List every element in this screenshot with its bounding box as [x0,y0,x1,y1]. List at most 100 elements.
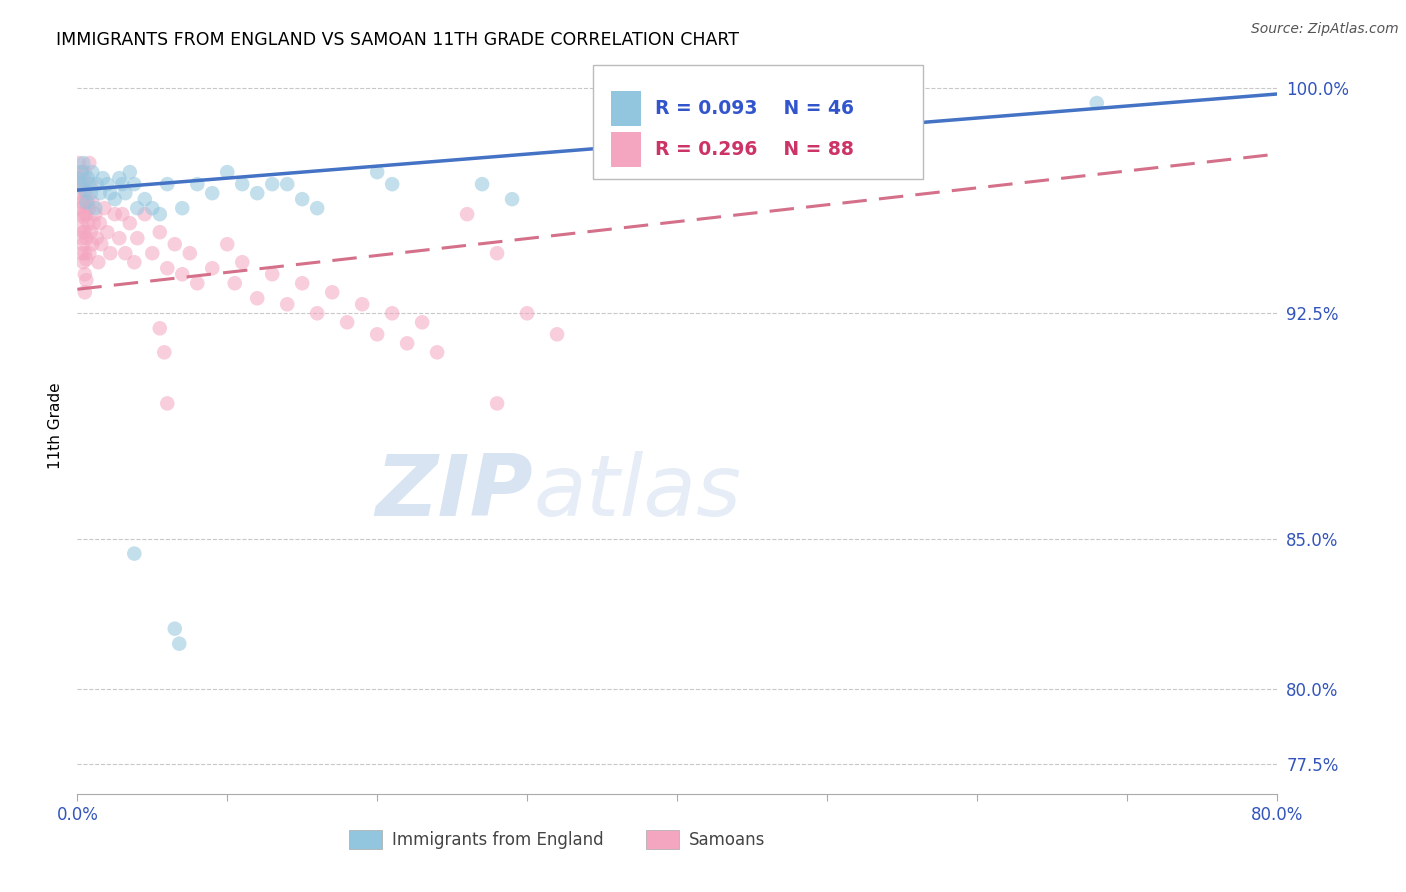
Point [246,291,269,305]
Point [172,201,194,215]
Point [75,186,97,201]
Point [169,637,191,651]
Point [456,207,478,221]
Point [118,165,141,179]
Point [82,237,104,252]
Point [321,285,343,300]
Point [73,183,96,197]
Point [83,216,105,230]
Point [396,336,419,351]
Point [84,207,107,221]
Point [96,177,118,191]
Point [73,225,96,239]
Point [69,186,91,201]
Point [67,171,90,186]
Point [141,246,163,260]
Text: ZIP: ZIP [375,450,533,533]
Point [108,171,131,186]
Point [381,306,404,320]
Point [381,177,404,191]
Point [72,225,94,239]
Point [87,255,110,269]
Point [80,225,103,239]
Point [134,192,156,206]
Point [82,195,104,210]
Point [79,201,101,215]
Point [179,246,201,260]
Point [108,231,131,245]
Point [307,306,329,320]
Point [124,255,146,269]
Y-axis label: 11th Grade: 11th Grade [48,383,63,469]
Point [141,201,163,215]
Point [73,285,96,300]
Point [79,156,101,170]
Point [546,327,568,342]
Point [486,246,509,260]
Point [67,156,90,170]
Point [72,156,94,170]
Point [76,216,98,230]
Point [217,165,239,179]
Point [80,177,103,191]
Point [91,171,114,186]
Point [70,246,93,260]
Bar [612,131,641,167]
Point [104,192,127,206]
Point [411,315,433,329]
Point [70,207,93,221]
Point [149,207,172,221]
Point [80,186,103,201]
Point [217,237,239,252]
Point [82,165,104,179]
Point [156,177,179,191]
Point [93,201,115,215]
Point [127,231,149,245]
Point [124,547,146,561]
Point [70,177,93,191]
Point [246,186,269,201]
Point [186,177,208,191]
Point [73,207,96,221]
Point [291,192,314,206]
Point [73,165,96,179]
Point [70,219,93,234]
Point [70,231,93,245]
Point [73,186,96,201]
Point [276,177,298,191]
Point [69,177,91,191]
Point [75,195,97,210]
Point [291,277,314,291]
Point [336,315,359,329]
Point [262,267,284,281]
Point [70,165,93,179]
Point [98,186,121,201]
Point [79,246,101,260]
Point [89,186,111,201]
Point [70,195,93,210]
Point [471,177,494,191]
Point [134,207,156,221]
Point [426,345,449,359]
Point [79,177,101,191]
Point [89,216,111,230]
Point [73,267,96,281]
Point [124,177,146,191]
Point [111,207,134,221]
Point [72,177,94,191]
Point [73,246,96,260]
Point [69,201,91,215]
Point [163,237,186,252]
Point [72,210,94,224]
Point [149,225,172,239]
Point [262,177,284,191]
Point [76,195,98,210]
Point [75,252,97,267]
Point [486,396,509,410]
Point [90,237,112,252]
Text: R = 0.296    N = 88: R = 0.296 N = 88 [655,140,855,159]
Point [72,255,94,269]
Point [70,165,93,179]
Point [276,297,298,311]
Point [86,231,108,245]
